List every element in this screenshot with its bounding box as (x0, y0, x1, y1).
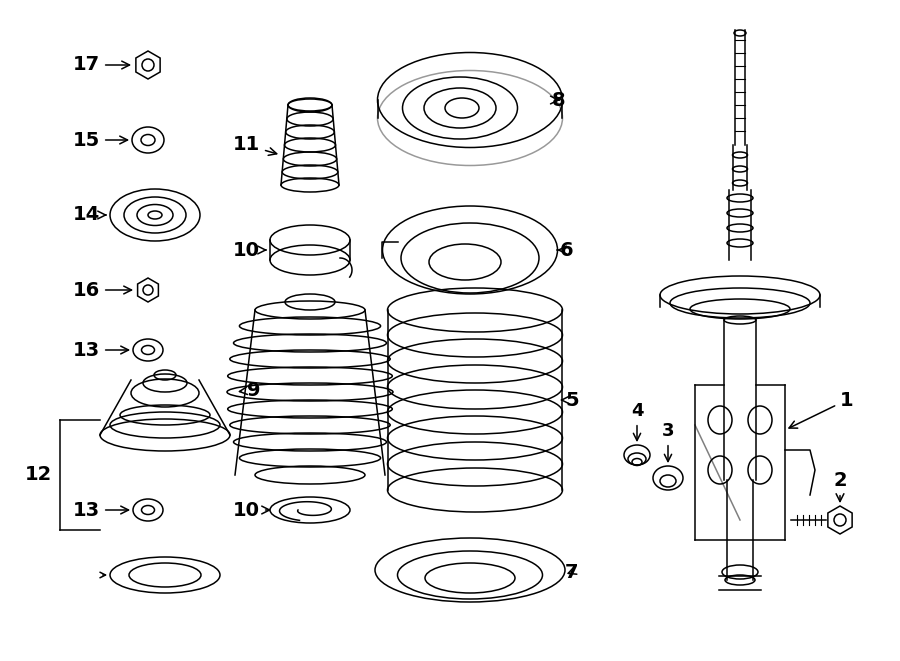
Text: 13: 13 (73, 340, 129, 360)
Text: 17: 17 (73, 56, 130, 75)
Text: 5: 5 (562, 391, 579, 410)
Text: 4: 4 (631, 402, 644, 440)
Text: 8: 8 (551, 91, 565, 110)
Text: 6: 6 (557, 241, 573, 260)
Text: 10: 10 (233, 500, 269, 520)
Text: 14: 14 (73, 206, 106, 225)
Text: 13: 13 (73, 500, 129, 520)
Text: 15: 15 (73, 130, 128, 149)
Text: 10: 10 (233, 241, 266, 260)
Text: 9: 9 (239, 381, 260, 399)
Text: 12: 12 (25, 465, 52, 485)
Text: 1: 1 (789, 391, 853, 428)
Text: 3: 3 (662, 422, 674, 461)
Text: 2: 2 (833, 471, 847, 502)
Text: 7: 7 (565, 563, 579, 582)
Text: 16: 16 (73, 280, 131, 299)
Text: 11: 11 (233, 136, 276, 155)
